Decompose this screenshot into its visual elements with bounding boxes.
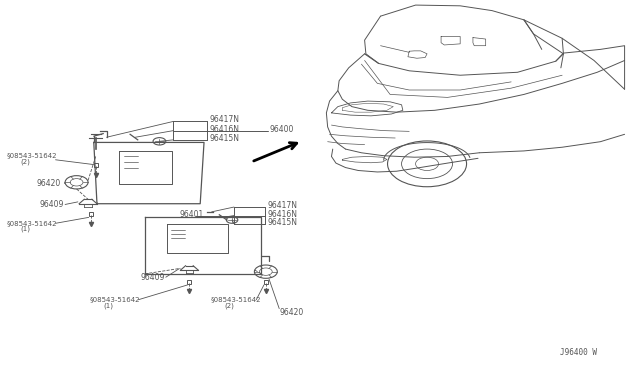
Text: J96400 W: J96400 W <box>559 347 596 357</box>
Text: (2): (2) <box>225 303 234 309</box>
Text: 96420: 96420 <box>36 179 61 187</box>
Text: 96416N: 96416N <box>267 209 297 219</box>
Text: 96417N: 96417N <box>209 115 239 124</box>
Text: 96400: 96400 <box>269 125 294 134</box>
Text: 96420: 96420 <box>279 308 303 317</box>
Text: 96409: 96409 <box>140 273 164 282</box>
Text: §08543-51642: §08543-51642 <box>6 220 57 226</box>
Text: 96401: 96401 <box>180 209 204 219</box>
Text: 96415N: 96415N <box>209 134 239 143</box>
Text: (1): (1) <box>103 303 113 309</box>
Text: 96417N: 96417N <box>267 201 297 210</box>
Text: §08543-51642: §08543-51642 <box>6 153 57 159</box>
Text: §08543-51642: §08543-51642 <box>90 297 140 303</box>
Text: 96409: 96409 <box>40 200 64 209</box>
Text: 96415N: 96415N <box>267 218 297 227</box>
Text: §08543-51642: §08543-51642 <box>211 297 261 303</box>
Text: (2): (2) <box>20 159 30 165</box>
Text: (1): (1) <box>20 226 31 232</box>
Text: 96416N: 96416N <box>209 125 239 134</box>
